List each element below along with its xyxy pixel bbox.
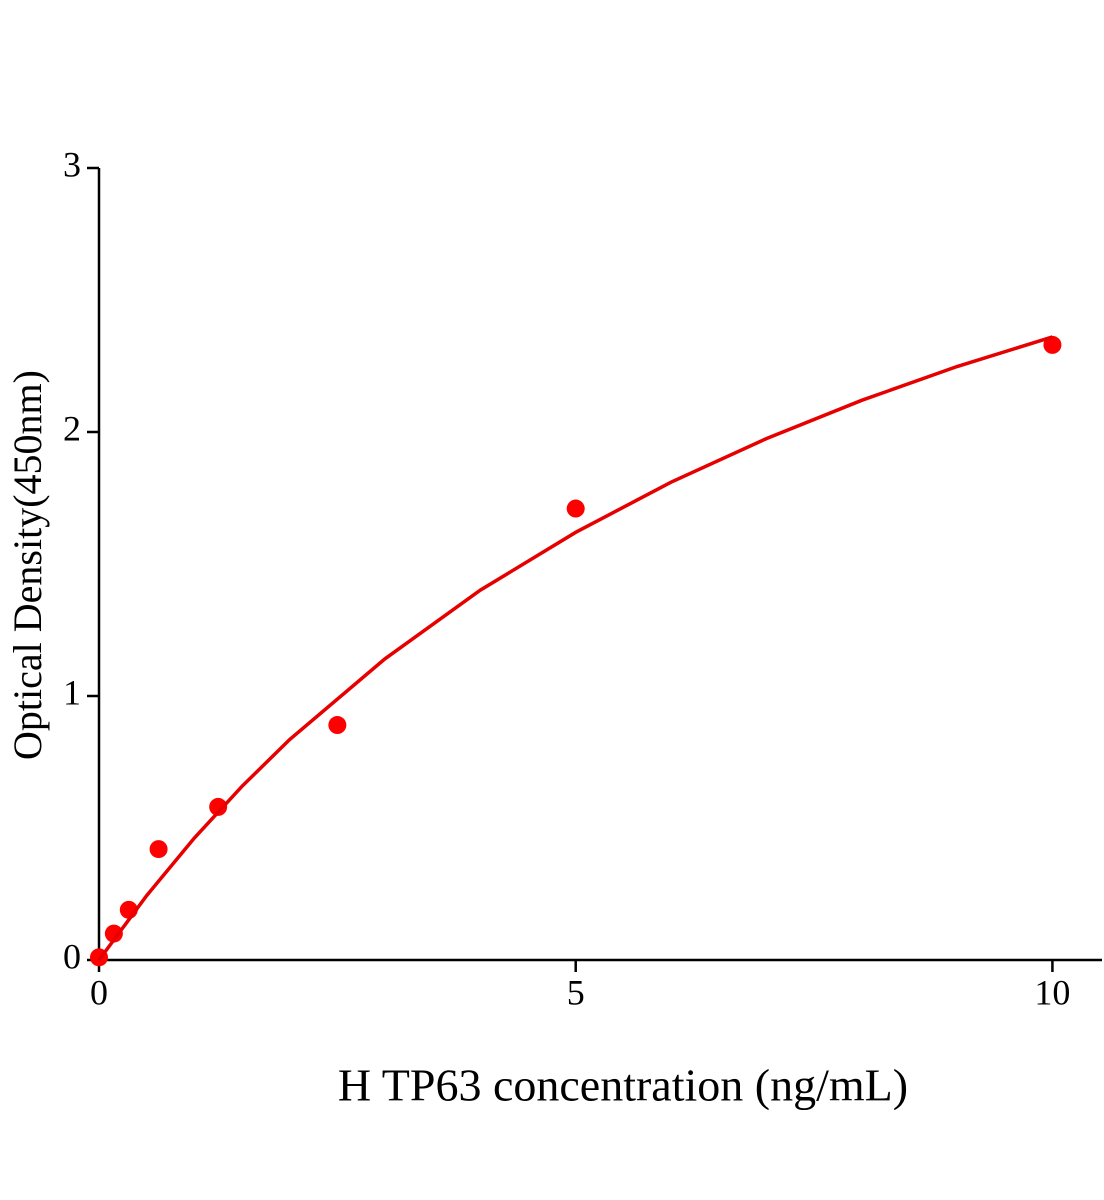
data-point (328, 716, 347, 735)
y-tick-label: 1 (63, 672, 81, 712)
x-axis-label: H TP63 concentration (ng/mL) (338, 1060, 908, 1111)
y-tick-label: 3 (63, 144, 81, 184)
y-tick-label: 2 (63, 408, 81, 448)
data-point (149, 840, 168, 859)
y-tick-label: 0 (63, 936, 81, 976)
x-tick-label: 10 (1034, 972, 1070, 1012)
data-point (104, 924, 123, 943)
data-point (209, 797, 228, 816)
y-axis-label: Optical Density(450nm) (5, 370, 50, 760)
x-tick-label: 5 (567, 972, 585, 1012)
data-point (1043, 335, 1062, 354)
fit-curve (97, 335, 1053, 962)
x-tick-label: 0 (90, 972, 108, 1012)
data-point (566, 499, 585, 518)
